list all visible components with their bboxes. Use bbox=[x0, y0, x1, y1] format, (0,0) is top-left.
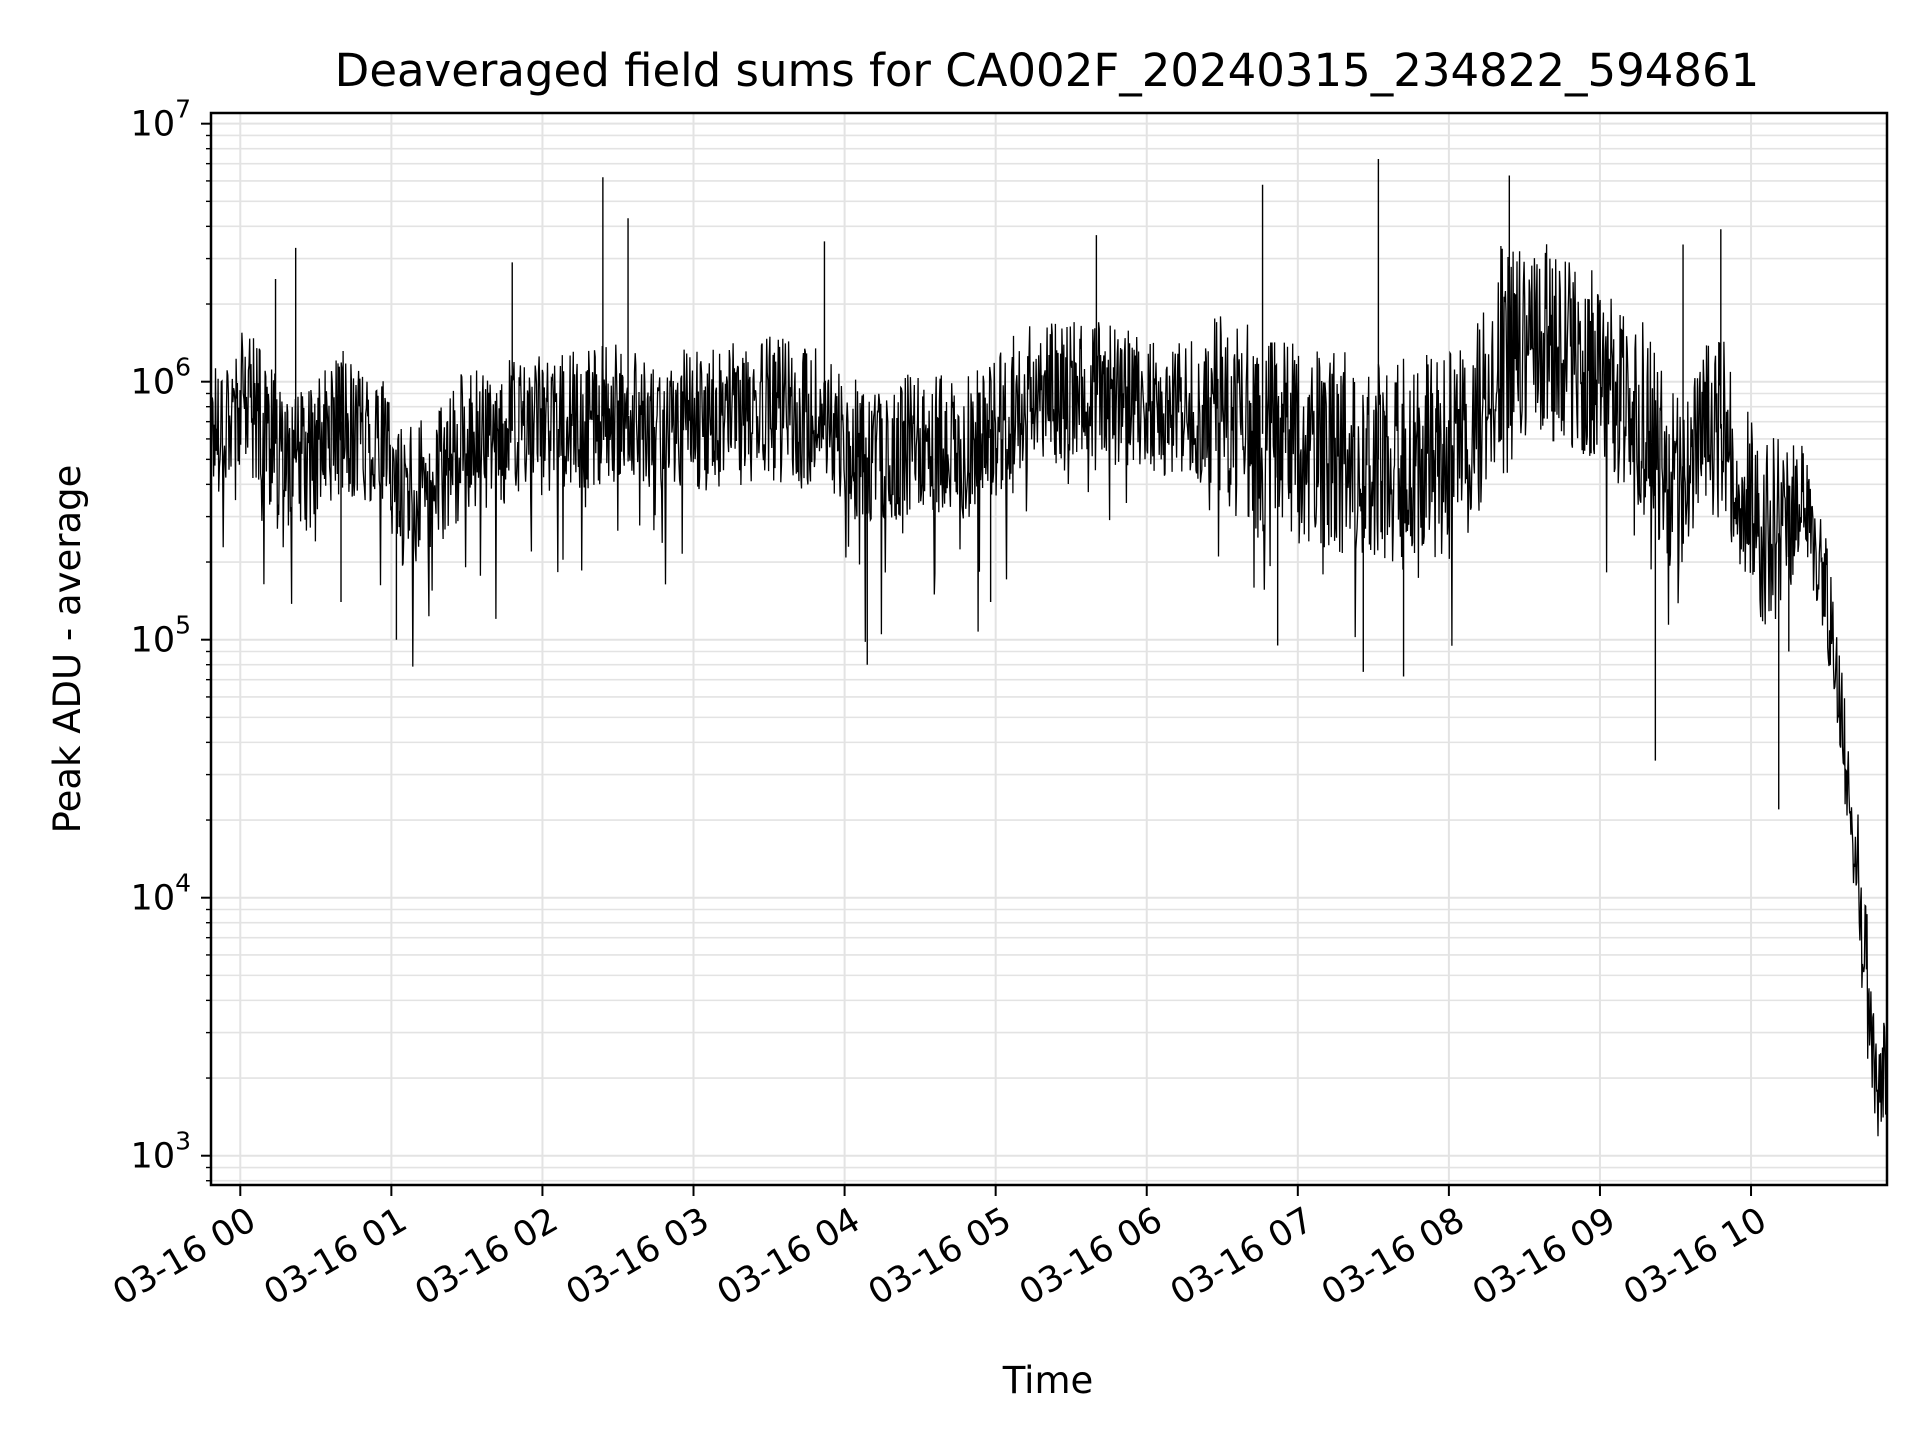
chart-title: Deaveraged field sums for CA002F_2024031… bbox=[335, 44, 1760, 97]
y-tick-label-base: 10 bbox=[131, 105, 176, 145]
y-tick-label-exponent: 3 bbox=[175, 1127, 191, 1156]
y-tick-label-exponent: 5 bbox=[175, 611, 191, 640]
y-tick-label: 104 bbox=[131, 869, 191, 919]
y-tick-label: 106 bbox=[131, 353, 191, 403]
y-tick-label-exponent: 7 bbox=[175, 95, 191, 124]
series-line bbox=[210, 244, 1888, 1137]
y-tick-label: 105 bbox=[131, 611, 191, 661]
y-tick-label-exponent: 4 bbox=[175, 869, 191, 898]
x-axis-title: Time bbox=[1002, 1359, 1094, 1402]
plot-frame bbox=[209, 111, 1889, 1187]
y-tick-label-base: 10 bbox=[131, 621, 176, 661]
y-tick-label-base: 10 bbox=[131, 363, 176, 403]
y-tick-label: 107 bbox=[131, 95, 191, 145]
grid bbox=[211, 113, 1887, 1185]
y-tick-label-exponent: 6 bbox=[175, 353, 191, 382]
y-tick-label-base: 10 bbox=[131, 879, 176, 919]
series-layer bbox=[210, 158, 1888, 1137]
y-tick-label: 103 bbox=[131, 1127, 191, 1177]
y-tick-label-base: 10 bbox=[131, 1137, 176, 1177]
y-axis-title: Peak ADU - average bbox=[46, 465, 89, 834]
